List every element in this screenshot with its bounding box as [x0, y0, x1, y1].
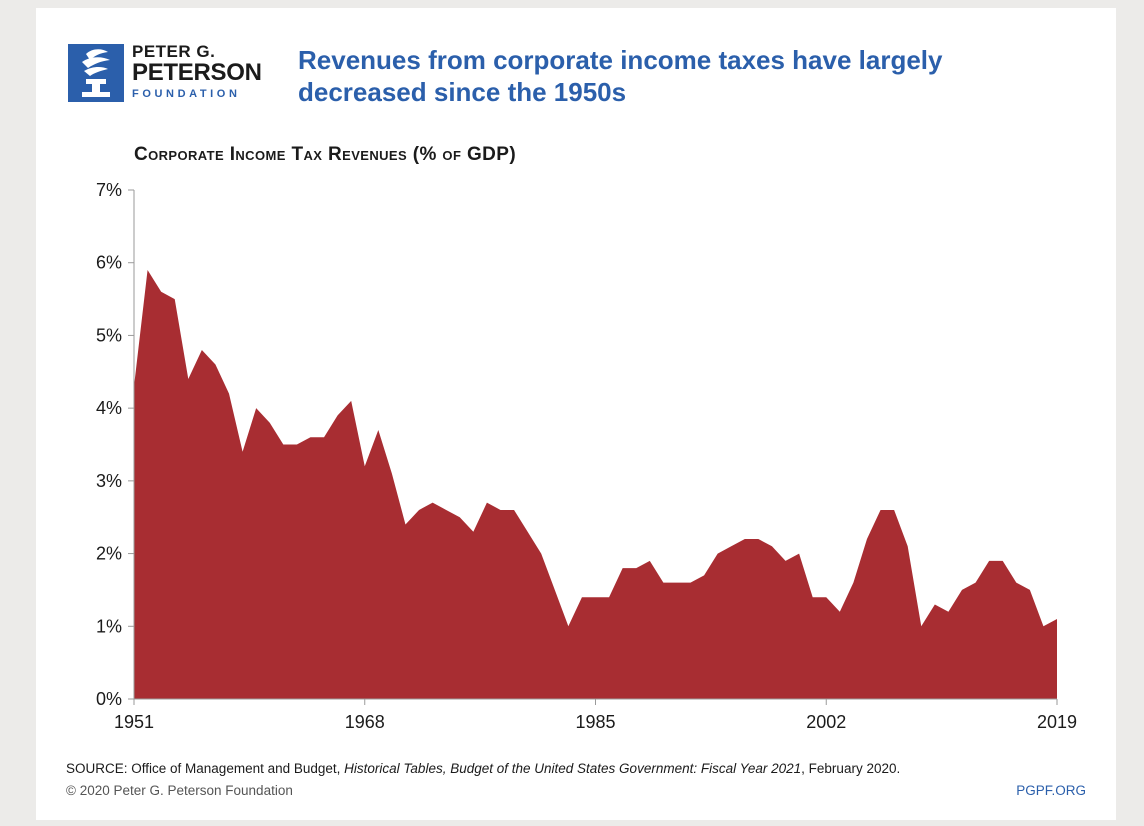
torch-icon [68, 44, 124, 102]
logo-text-line2: PETERSON [132, 59, 262, 86]
y-tick-label: 3% [96, 471, 122, 491]
y-tick-label: 6% [96, 253, 122, 273]
y-tick-label: 1% [96, 616, 122, 636]
y-tick-label: 2% [96, 544, 122, 564]
chart-card: PETER G. PETERSON FOUNDATION Revenues fr… [36, 8, 1116, 820]
source-prefix: SOURCE: Office of Management and Budget, [66, 761, 345, 776]
y-tick-label: 5% [96, 325, 122, 345]
tick-labels: 0% 1% 2% 3% 4% 5% 6% 7% 1951 1968 1985 2002 2019 [96, 180, 1077, 732]
axis-layer [128, 189, 1058, 705]
area-chart: 0% 1% 2% 3% 4% 5% 6% 7% 1951 1968 1985 2002 2019 [96, 180, 1077, 732]
chart-title: Corporate Income Tax Revenues (% of GDP) [134, 144, 517, 165]
y-tick-label: 4% [96, 398, 122, 418]
site-link[interactable]: PGPF.ORG [1016, 783, 1086, 798]
source-suffix: , February 2020. [801, 761, 901, 776]
source-title: Historical Tables, Budget of the United … [344, 761, 802, 776]
headline: Revenues from corporate income taxes hav… [298, 45, 943, 107]
x-tick-label: 1968 [345, 712, 385, 732]
x-tick-label: 2019 [1037, 712, 1077, 732]
logo-text-line3: FOUNDATION [132, 88, 241, 100]
series-area [134, 269, 1057, 699]
logo-text-line1: PETER G. [132, 42, 216, 61]
y-tick-label: 0% [96, 689, 122, 709]
y-tick-label: 7% [96, 180, 122, 200]
copyright: © 2020 Peter G. Peterson Foundation [66, 783, 293, 798]
source-note: SOURCE: Office of Management and Budget,… [66, 761, 900, 776]
plot-layer [134, 269, 1057, 699]
x-tick-label: 1951 [114, 712, 154, 732]
x-tick-label: 2002 [806, 712, 846, 732]
x-tick-label: 1985 [575, 712, 615, 732]
